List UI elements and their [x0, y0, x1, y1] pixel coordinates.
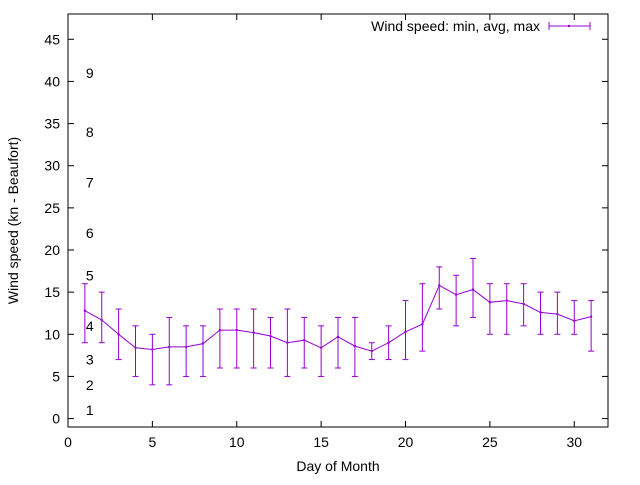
data-point	[488, 301, 492, 304]
y-tick-label: 20	[44, 242, 60, 258]
beaufort-annotation: 5	[86, 267, 94, 283]
data-point	[421, 322, 424, 326]
beaufort-annotation: 4	[86, 318, 94, 334]
data-point	[201, 342, 205, 345]
data-point	[319, 346, 323, 349]
y-tick-label: 40	[44, 73, 60, 89]
data-point	[387, 341, 390, 344]
data-point	[184, 345, 188, 349]
x-tick-label: 30	[566, 434, 582, 450]
data-point	[269, 334, 272, 338]
beaufort-annotation: 9	[86, 65, 94, 81]
data-point	[218, 328, 222, 332]
legend-sample-point	[567, 24, 571, 28]
data-point	[235, 328, 238, 332]
data-point	[589, 315, 593, 318]
data-point	[134, 346, 137, 349]
beaufort-annotation: 1	[86, 402, 94, 418]
y-tick-label: 25	[44, 200, 60, 216]
x-tick-label: 25	[482, 434, 498, 450]
y-tick-label: 30	[44, 158, 60, 174]
x-tick-label: 20	[398, 434, 414, 450]
x-tick-label: 15	[313, 434, 329, 450]
data-point	[522, 302, 525, 306]
data-point	[505, 299, 508, 302]
beaufort-annotation: 2	[86, 377, 94, 393]
data-point	[471, 288, 475, 291]
data-point	[353, 344, 357, 348]
data-point	[83, 309, 87, 312]
data-point	[573, 319, 576, 322]
beaufort-annotation: 3	[86, 352, 94, 368]
y-axis-label: Wind speed (kn - Beaufort)	[5, 137, 21, 304]
y-tick-label: 15	[44, 284, 60, 300]
beaufort-annotation: 7	[86, 175, 94, 191]
x-axis-label: Day of Month	[296, 458, 379, 474]
data-point	[303, 338, 306, 342]
legend-label: Wind speed: min, avg, max	[371, 18, 540, 34]
y-tick-label: 35	[44, 116, 60, 132]
data-point	[286, 341, 289, 344]
data-point	[539, 311, 542, 314]
beaufort-annotation: 6	[86, 225, 94, 241]
data-point	[151, 348, 154, 351]
data-point	[370, 349, 373, 353]
data-point	[454, 293, 458, 296]
data-point	[404, 330, 407, 333]
data-point	[556, 312, 559, 316]
y-tick-label: 10	[44, 326, 60, 342]
legend: Wind speed: min, avg, max	[371, 18, 591, 34]
data-point	[117, 333, 120, 336]
data-point	[336, 335, 340, 339]
x-tick-label: 10	[229, 434, 245, 450]
data-point	[252, 331, 255, 334]
beaufort-annotation: 8	[86, 124, 94, 140]
data-point	[168, 345, 171, 349]
plot-frame	[67, 13, 609, 428]
y-tick-label: 45	[44, 31, 60, 47]
y-tick-label: 0	[52, 411, 60, 427]
y-tick-label: 5	[52, 368, 60, 384]
data-point	[100, 318, 103, 322]
x-tick-label: 5	[148, 434, 156, 450]
data-point	[438, 284, 441, 287]
plot-content: 1 2 3 4 5 6 7 8 9	[81, 65, 595, 418]
x-tick-label: 0	[64, 434, 72, 450]
